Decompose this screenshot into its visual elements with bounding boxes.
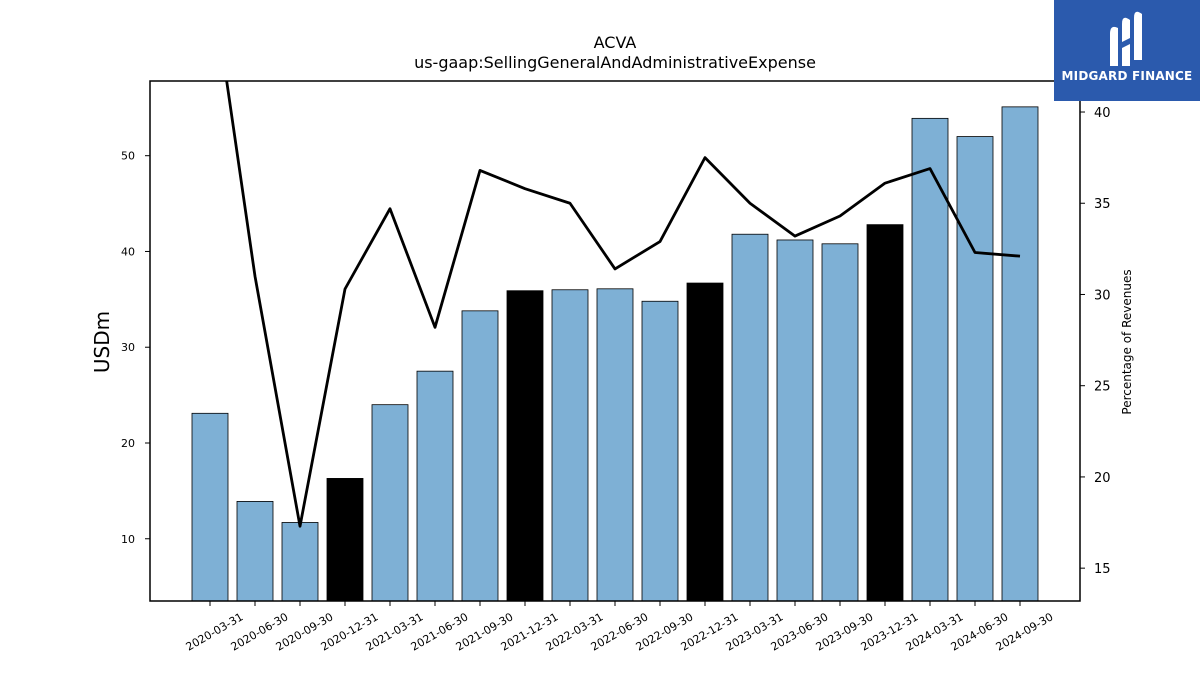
y2-tick-label: 25 (1094, 380, 1111, 395)
x-axis: 2020-03-312020-06-302020-09-302020-12-31… (184, 601, 1056, 654)
brand-name: MIDGARD FINANCE (1061, 69, 1193, 83)
percentage-line (225, 81, 1021, 528)
bar-2022-09-30 (641, 300, 679, 602)
y2-tick-label: 15 (1094, 562, 1111, 577)
bar-2024-09-30 (1001, 106, 1039, 602)
bar-2021-06-30 (416, 370, 454, 602)
y2-tick-label: 35 (1094, 197, 1111, 212)
bar-2021-12-31 (506, 290, 544, 602)
y-tick-label: 50 (121, 150, 135, 163)
y2-axis-label: Percentage of Revenues (1120, 269, 1134, 414)
bar-2022-12-31 (686, 282, 724, 602)
bar-2023-03-31 (731, 233, 769, 602)
bar-2023-06-30 (776, 239, 814, 602)
bar-2020-12-31 (326, 478, 364, 602)
bar-2024-03-31 (911, 117, 949, 602)
bar-2024-06-30 (956, 136, 994, 602)
midgard-logo-icon (1110, 11, 1142, 66)
bar-2022-06-30 (596, 288, 634, 602)
y-axis-right: 15 20 25 30 35 40 (1080, 106, 1111, 577)
y-tick-label: 10 (121, 533, 135, 546)
bar-2021-09-30 (461, 310, 499, 602)
bar-2020-03-31 (191, 412, 229, 602)
y2-tick-label: 40 (1094, 106, 1111, 121)
y-tick-label: 20 (121, 437, 135, 450)
bar-2020-06-30 (236, 501, 274, 602)
y2-tick-label: 30 (1094, 288, 1111, 303)
bar-2020-09-30 (281, 522, 319, 602)
y-tick-label: 30 (121, 341, 135, 354)
bar-2023-12-31 (866, 224, 904, 602)
brand-logo: MIDGARD FINANCE (1054, 0, 1200, 101)
y-axis-label: USDm (90, 311, 114, 373)
chart-subtitle: us-gaap:SellingGeneralAndAdministrativeE… (414, 53, 816, 72)
bar-2022-03-31 (551, 289, 589, 602)
y-tick-label: 40 (121, 245, 135, 258)
chart-title: ACVA (594, 33, 637, 52)
bar-series (191, 106, 1039, 602)
y2-tick-label: 20 (1094, 471, 1111, 486)
line-series (225, 81, 1021, 528)
bar-2021-03-31 (371, 404, 409, 602)
bar-2023-09-30 (821, 243, 859, 602)
y-axis-left: 10 20 30 40 50 (121, 150, 150, 546)
